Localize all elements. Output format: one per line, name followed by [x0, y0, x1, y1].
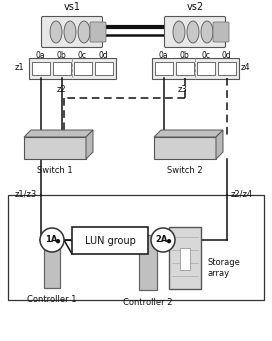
Polygon shape: [154, 130, 223, 137]
Ellipse shape: [187, 21, 199, 43]
Bar: [139, 235, 157, 290]
Bar: [8, 195, 264, 300]
Bar: [154, 137, 216, 159]
Ellipse shape: [201, 21, 213, 43]
Ellipse shape: [173, 21, 185, 43]
Polygon shape: [24, 130, 93, 137]
Text: 0a: 0a: [36, 50, 45, 59]
Text: Controller 1: Controller 1: [27, 295, 77, 304]
Text: 0b: 0b: [57, 50, 66, 59]
Bar: [73, 61, 91, 74]
Ellipse shape: [78, 21, 90, 43]
Circle shape: [56, 239, 60, 243]
Text: z2: z2: [57, 85, 66, 94]
Bar: [72, 227, 148, 254]
Bar: [180, 248, 190, 270]
Polygon shape: [216, 130, 223, 159]
Text: 0b: 0b: [180, 50, 189, 59]
Text: Storage
array: Storage array: [207, 258, 240, 278]
Text: z1/z3: z1/z3: [14, 190, 36, 198]
Text: z3: z3: [178, 85, 187, 94]
Text: vs2: vs2: [186, 2, 203, 12]
Text: 0a: 0a: [159, 50, 168, 59]
Bar: [94, 61, 113, 74]
FancyBboxPatch shape: [165, 16, 225, 47]
Text: z2/z4: z2/z4: [230, 190, 253, 198]
Text: 0c: 0c: [201, 50, 210, 59]
Circle shape: [167, 239, 171, 243]
Bar: [169, 227, 201, 289]
Text: vs1: vs1: [63, 2, 81, 12]
Bar: [29, 58, 116, 78]
Polygon shape: [86, 130, 93, 159]
Text: 0c: 0c: [78, 50, 87, 59]
Bar: [24, 137, 86, 159]
Text: 2A: 2A: [156, 236, 168, 244]
Bar: [175, 61, 193, 74]
Bar: [32, 61, 50, 74]
Text: LUN group: LUN group: [85, 236, 135, 246]
Bar: [196, 61, 215, 74]
Bar: [44, 238, 60, 288]
Text: 0d: 0d: [222, 50, 231, 59]
Text: z4: z4: [240, 63, 250, 73]
Ellipse shape: [64, 21, 76, 43]
Text: z1: z1: [15, 63, 24, 73]
Ellipse shape: [50, 21, 62, 43]
Text: 1A: 1A: [45, 236, 57, 244]
Text: Switch 1: Switch 1: [37, 166, 73, 175]
Text: Controller 2: Controller 2: [123, 298, 173, 307]
Bar: [152, 58, 239, 78]
Text: Switch 2: Switch 2: [167, 166, 203, 175]
Circle shape: [151, 228, 175, 252]
FancyBboxPatch shape: [42, 16, 103, 47]
Bar: [218, 61, 236, 74]
FancyBboxPatch shape: [213, 22, 229, 42]
FancyBboxPatch shape: [90, 22, 106, 42]
Text: 0d: 0d: [99, 50, 108, 59]
Bar: [154, 61, 172, 74]
Circle shape: [40, 228, 64, 252]
Bar: [52, 61, 70, 74]
